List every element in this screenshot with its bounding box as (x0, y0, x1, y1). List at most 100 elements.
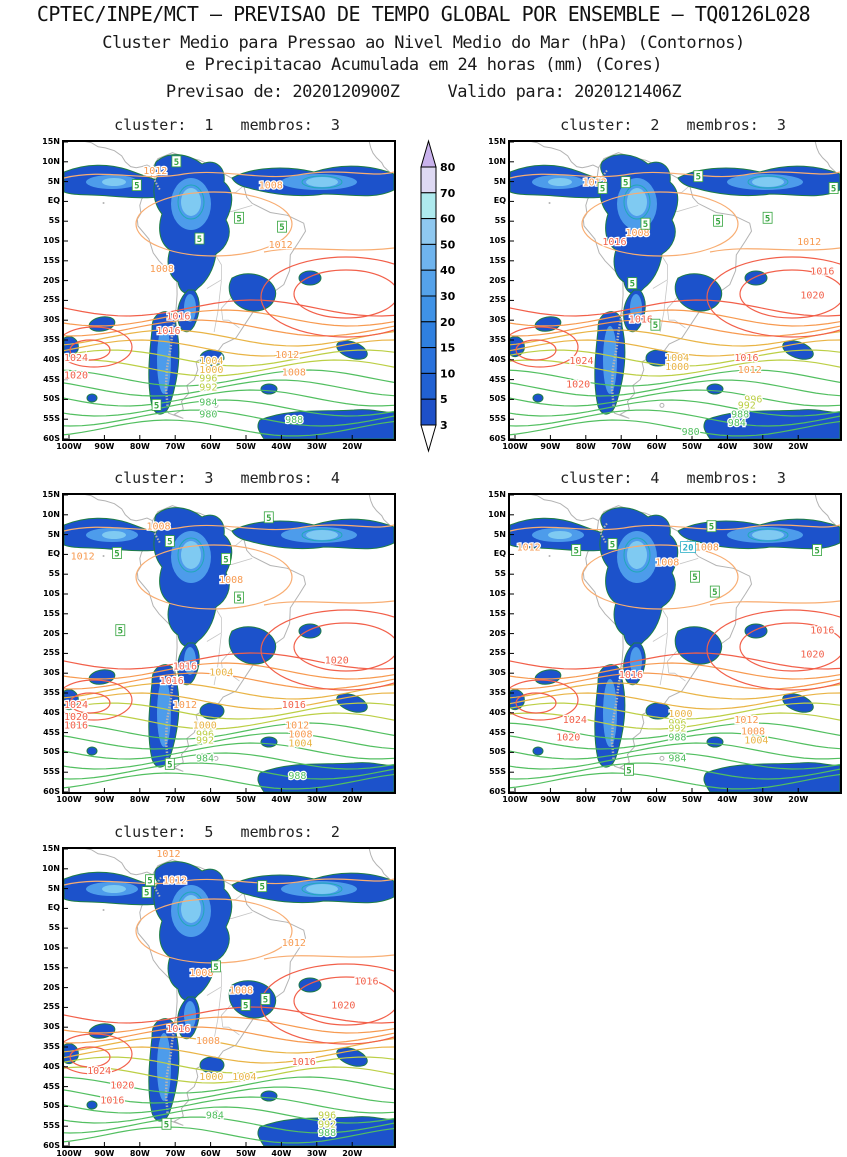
lat-tick-label: 30S (43, 668, 60, 678)
precip-contour-label: 5 (236, 214, 241, 224)
pressure-contour-label: 1016 (354, 977, 378, 988)
pressure-contour-label: 1004 (199, 356, 223, 367)
precip-contour-label: 5 (630, 280, 635, 290)
lat-tick-label: 10N (488, 509, 506, 519)
pressure-contour-label: 1020 (64, 371, 88, 382)
colorbar-tick-label: 50 (440, 238, 456, 251)
lon-tick-label: 80W (575, 442, 596, 451)
colorbar-segment (420, 295, 437, 323)
pressure-contour-label: 1016 (602, 237, 626, 248)
colorbar-segment (420, 269, 437, 297)
pressure-contour-label: 1016 (160, 676, 184, 687)
lat-tick-label: 5S (48, 216, 60, 226)
lat-tick-label: 15N (488, 137, 506, 146)
precip-contour-label: 5 (213, 963, 218, 973)
precip-contour-label: 5 (118, 627, 123, 637)
pressure-contour-label: 1016 (166, 1024, 190, 1035)
lat-tick-label: 5N (493, 176, 506, 186)
lon-tick-label: 70W (165, 1149, 186, 1157)
pressure-contour-label: 1004 (288, 739, 312, 750)
lat-tick-label: 5N (47, 529, 60, 539)
lon-tick-label: 30W (306, 442, 327, 451)
lat-tick-label: 10S (43, 589, 60, 598)
lat-tick-label: 45S (489, 374, 506, 384)
forecast-valid-value: 2020121406Z (574, 82, 682, 102)
precip-contour-label: 5 (709, 523, 714, 533)
colorbar-tick-label: 80 (440, 161, 456, 174)
precip-contour-label: 5 (600, 185, 605, 195)
pressure-contour-label: 1012 (71, 551, 95, 562)
pressure-contour-label: 992 (668, 724, 686, 735)
precip-contour-label: 5 (653, 321, 658, 331)
lon-tick-label: 50W (236, 442, 256, 451)
lon-tick-label: 40W (271, 795, 292, 804)
lon-tick-label: 100W (56, 1149, 82, 1157)
panel-title: cluster: 3 membros: 4 (114, 469, 340, 487)
forecast-init: Previsao de: 2020120900Z (165, 82, 400, 102)
lon-tick-label: 40W (717, 795, 738, 804)
pressure-contour-label: 1020 (566, 380, 590, 391)
lon-tick-label: 30W (752, 442, 773, 451)
lat-tick-label: EQ (47, 196, 60, 206)
lon-tick-label: 40W (717, 442, 738, 451)
lat-tick-label: 15N (488, 490, 506, 499)
lon-tick-label: 70W (611, 795, 632, 804)
panel-title: cluster: 4 membros: 3 (560, 469, 786, 487)
lat-tick-label: EQ (47, 549, 60, 559)
pressure-contour-label: 1016 (156, 326, 180, 337)
lat-tick-label: 35S (43, 688, 60, 697)
precip-contour-label: 5 (223, 555, 228, 565)
pressure-contour-label: 1000 (199, 365, 223, 376)
pressure-contour-label: 984 (728, 418, 746, 429)
pressure-contour-label: 992 (738, 400, 756, 411)
lat-tick-label: 40S (43, 354, 60, 364)
pressure-contour-label: 1008 (282, 368, 306, 379)
colorbar-tick-label: 30 (440, 290, 456, 303)
pressure-contour-label: 1020 (556, 733, 580, 744)
precip-contour-label: 5 (263, 996, 268, 1006)
pressure-contour-label: 984 (206, 1110, 224, 1121)
lon-tick-label: 90W (94, 442, 115, 451)
colorbar-segment (420, 372, 437, 400)
lat-tick-label: 15S (489, 608, 506, 618)
lon-tick-label: 40W (271, 442, 292, 451)
lat-tick-label: 25S (489, 648, 506, 658)
pressure-contour-label: 1008 (147, 522, 171, 533)
pressure-contour-label: 988 (731, 409, 749, 420)
lat-tick-label: 30S (489, 315, 506, 325)
precip-contour-label: 5 (715, 217, 720, 227)
lon-tick-label: 90W (540, 442, 561, 451)
pressure-contour-label: 1020 (331, 1000, 355, 1011)
pressure-contour-label: 1024 (64, 700, 88, 711)
precip-contour-label: 5 (164, 1120, 169, 1130)
pressure-contour-label: 1012 (173, 700, 197, 711)
lat-tick-label: 20S (43, 982, 60, 992)
precip-contour-label: 5 (167, 538, 172, 548)
pressure-contour-label: 1004 (209, 667, 233, 678)
precip-contour-label: 5 (114, 549, 119, 559)
lat-tick-label: 45S (43, 1081, 60, 1091)
lon-tick-label: 50W (236, 1149, 256, 1157)
colorbar-tick-label: 10 (440, 367, 456, 380)
lat-tick-label: 45S (489, 727, 506, 737)
pressure-contour-label: 1008 (189, 968, 213, 979)
lat-tick-label: 25S (43, 1002, 60, 1012)
subtitle-line1: Cluster Medio para Pressao ao Nivel Medi… (102, 33, 745, 53)
lon-tick-label: 20W (342, 1149, 363, 1157)
pressure-contour-label: 1020 (110, 1081, 134, 1092)
precip-contour-label: 5 (167, 760, 172, 770)
colorbar-segment (420, 347, 437, 374)
precip-contour-label: 5 (712, 588, 717, 598)
lon-tick-label: 20W (342, 442, 363, 451)
lat-tick-label: 5N (493, 529, 506, 539)
pressure-contour-label: 996 (196, 730, 214, 741)
lat-tick-label: 55S (43, 414, 60, 424)
pressure-contour-label: 988 (668, 733, 686, 744)
precipitation-colorbar: 80 70 60 50 40 30 20 15 10 5 3 (411, 139, 467, 461)
lat-tick-label: 40S (43, 707, 60, 717)
lat-tick-label: 55S (489, 767, 506, 777)
lon-tick-label: 90W (94, 1149, 115, 1157)
precip-contour-label: 5 (610, 541, 615, 551)
page-title: CPTEC/INPE/MCT — PREVISAO DE TEMPO GLOBA… (36, 2, 811, 26)
lat-tick-label: 55S (43, 767, 60, 777)
